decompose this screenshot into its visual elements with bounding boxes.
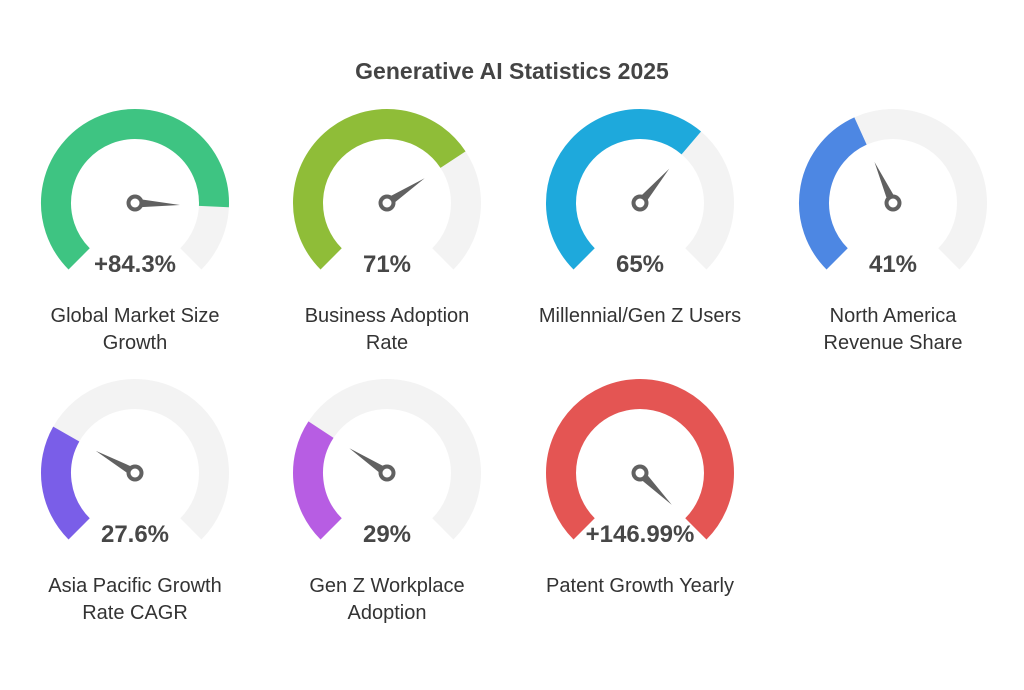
gauge-value: 27.6%	[100, 521, 170, 548]
gauge-label-line	[520, 330, 760, 357]
gauge-value: 41%	[868, 251, 918, 278]
gauge-label-line	[520, 600, 760, 627]
chart-title: Generative AI Statistics 2025	[355, 58, 669, 84]
gauge-6: +146.99% Patent Growth Yearly	[520, 373, 760, 673]
gauge-label-line: Asia Pacific Growth	[48, 575, 222, 597]
gauge-label-line: Millennial/Gen Z Users	[538, 305, 742, 327]
gauge-label-line: Revenue Share	[823, 332, 963, 354]
gauge-label-line: Global Market Size	[50, 305, 220, 327]
gauge-fill	[41, 109, 229, 270]
gauge-label: Global Market Size Growth	[15, 303, 255, 357]
gauge-fill	[41, 426, 91, 540]
gauge-svg	[41, 109, 229, 270]
gauge-needle-hole	[635, 468, 645, 478]
gauge-fill	[293, 421, 343, 540]
gauge-label-line: Gen Z Workplace	[309, 575, 465, 597]
gauge-label-line: Business Adoption	[304, 305, 470, 327]
gauge-5: 29% Gen Z Workplace Adoption	[267, 373, 507, 673]
gauge-4: 27.6% Asia Pacific Growth Rate CAGR	[15, 373, 255, 673]
gauge-label: Patent Growth Yearly	[520, 573, 760, 627]
gauge-fill	[293, 109, 466, 270]
gauge-label: Asia Pacific Growth Rate CAGR	[15, 573, 255, 627]
gauge-label-line: North America	[829, 305, 957, 327]
gauge-needle-hole	[382, 468, 392, 478]
gauge-value: 65%	[615, 251, 665, 278]
gauge-1: 71% Business Adoption Rate	[267, 103, 507, 403]
gauge-needle-hole	[635, 198, 645, 208]
gauge-needle-hole	[130, 198, 140, 208]
gauge-value: +146.99%	[585, 521, 695, 548]
gauge-label: Business Adoption Rate	[267, 303, 507, 357]
gauge-2: 65% Millennial/Gen Z Users	[520, 103, 760, 403]
gauge-label-line: Growth	[102, 332, 168, 354]
gauge-needle	[134, 198, 180, 208]
gauge-label-line: Adoption	[347, 602, 427, 624]
gauge-value: 29%	[362, 521, 412, 548]
gauge-svg	[293, 379, 481, 540]
gauge-0: +84.3% Global Market Size Growth	[15, 103, 255, 403]
gauge-fill	[546, 379, 734, 540]
gauge-label-line: Patent Growth Yearly	[546, 575, 734, 597]
gauge-value: 71%	[362, 251, 412, 278]
gauge-fill	[799, 117, 868, 270]
gauge-needle-hole	[888, 198, 898, 208]
gauge-label-line: Rate	[365, 332, 409, 354]
gauge-svg	[546, 109, 734, 270]
gauge-needle-hole	[382, 198, 392, 208]
gauge-label: North America Revenue Share	[773, 303, 1013, 357]
gauge-value: +84.3%	[93, 251, 177, 278]
gauge-needle-hole	[130, 468, 140, 478]
gauge-svg	[546, 379, 734, 540]
gauge-label: Millennial/Gen Z Users	[520, 303, 760, 357]
gauge-3: 41% North America Revenue Share	[773, 103, 1013, 403]
gauge-label: Gen Z Workplace Adoption	[267, 573, 507, 627]
gauge-svg	[799, 109, 987, 270]
gauge-label-line: Rate CAGR	[82, 602, 188, 624]
gauge-fill	[546, 109, 702, 270]
gauge-svg	[293, 109, 481, 270]
gauge-needle	[95, 450, 138, 477]
gauge-needle	[874, 161, 898, 205]
gauge-svg	[41, 379, 229, 540]
